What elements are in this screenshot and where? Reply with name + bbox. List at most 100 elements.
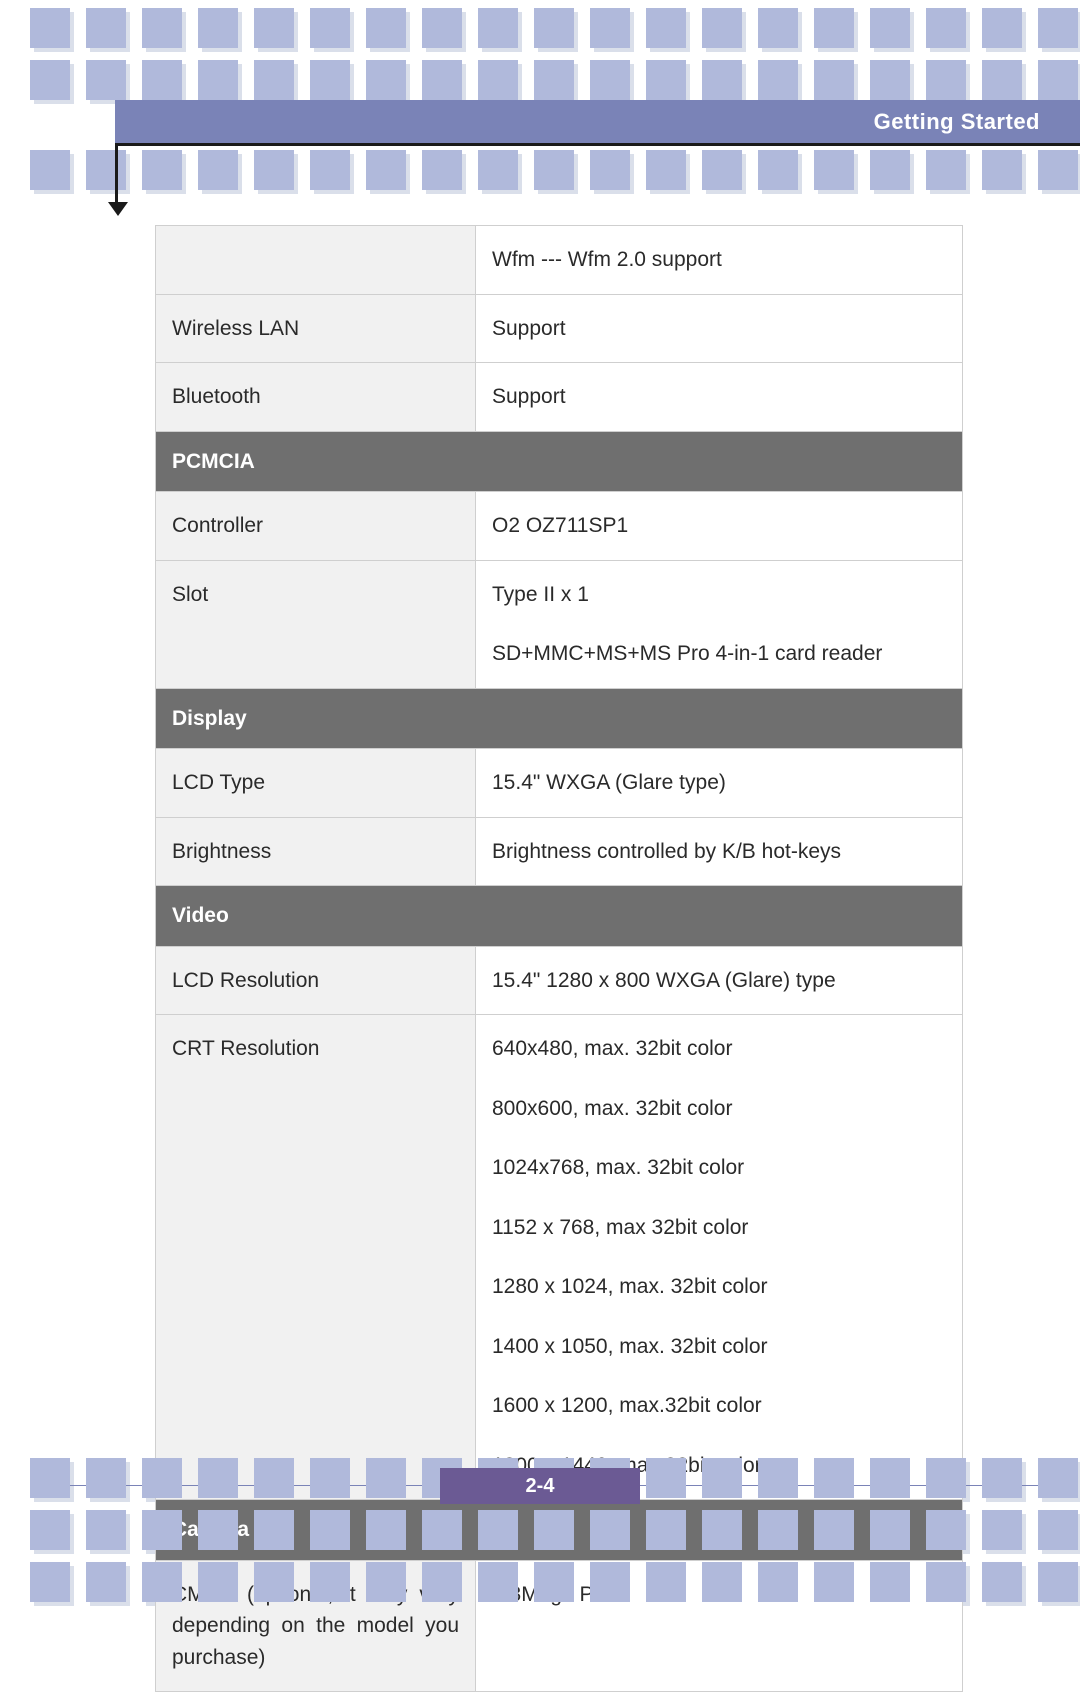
decor-row-top-1	[30, 8, 1050, 48]
table-row: Wireless LANSupport	[156, 294, 963, 363]
decor-square	[982, 150, 1022, 190]
decor-square	[366, 150, 406, 190]
decor-square	[142, 1562, 182, 1602]
table-row: BluetoothSupport	[156, 363, 963, 432]
decor-square	[814, 1510, 854, 1550]
decor-square	[870, 1562, 910, 1602]
decor-square	[1038, 150, 1078, 190]
spec-value: Wfm --- Wfm 2.0 support	[476, 226, 963, 295]
spec-label: Controller	[156, 492, 476, 561]
table-row: Wfm --- Wfm 2.0 support	[156, 226, 963, 295]
section-row: Video	[156, 886, 963, 947]
decor-square	[926, 60, 966, 100]
decor-square	[982, 60, 1022, 100]
spec-value-line: Type II x 1	[492, 579, 946, 611]
section-row: PCMCIA	[156, 431, 963, 492]
decor-row-bot-2	[30, 1510, 1050, 1550]
spec-value: Support	[476, 294, 963, 363]
decor-square	[142, 8, 182, 48]
decor-square	[86, 1458, 126, 1498]
decor-square	[590, 8, 630, 48]
decor-square	[422, 60, 462, 100]
decor-square	[590, 60, 630, 100]
spec-value-line: 1400 x 1050, max. 32bit color	[492, 1331, 946, 1363]
decor-square	[478, 1562, 518, 1602]
spec-value: 15.4" 1280 x 800 WXGA (Glare) type	[476, 946, 963, 1015]
decor-row-top-3	[30, 150, 1050, 190]
decor-square	[646, 8, 686, 48]
decor-square	[310, 8, 350, 48]
decor-square	[198, 1458, 238, 1498]
decor-square	[870, 1510, 910, 1550]
table-row: ControllerO2 OZ711SP1	[156, 492, 963, 561]
decor-square	[814, 1458, 854, 1498]
decor-square	[478, 60, 518, 100]
section-header: PCMCIA	[156, 431, 963, 492]
decor-square	[926, 1562, 966, 1602]
decor-square	[702, 1510, 742, 1550]
spec-label: CRT Resolution	[156, 1015, 476, 1500]
decor-square	[758, 1510, 798, 1550]
spec-value-line: 1152 x 768, max 32bit color	[492, 1212, 946, 1244]
decor-square	[758, 60, 798, 100]
header-title: Getting Started	[874, 109, 1040, 135]
spec-value: Brightness controlled by K/B hot-keys	[476, 817, 963, 886]
decor-square	[758, 150, 798, 190]
decor-square	[926, 1458, 966, 1498]
decor-square	[142, 1510, 182, 1550]
decor-square	[310, 150, 350, 190]
decor-square	[702, 60, 742, 100]
decor-square	[590, 1510, 630, 1550]
table-row: CRT Resolution 640x480, max. 32bit color 8…	[156, 1015, 963, 1500]
spec-value-line: 640x480, max. 32bit color	[492, 1033, 946, 1065]
decor-square	[422, 1562, 462, 1602]
decor-square	[198, 1510, 238, 1550]
decor-square	[646, 1562, 686, 1602]
decor-square	[1038, 1562, 1078, 1602]
decor-square	[254, 1562, 294, 1602]
decor-square	[646, 1458, 686, 1498]
decor-square	[926, 1510, 966, 1550]
decor-square	[86, 60, 126, 100]
spec-label: Wireless LAN	[156, 294, 476, 363]
spec-value-line: 1280 x 1024, max. 32bit color	[492, 1271, 946, 1303]
spec-value-line: SD+MMC+MS+MS Pro 4-in-1 card reader	[492, 638, 946, 670]
page-number: 2-4	[440, 1468, 640, 1504]
decor-square	[142, 150, 182, 190]
decor-square	[534, 60, 574, 100]
decor-square	[310, 60, 350, 100]
section-header: Video	[156, 886, 963, 947]
decor-row-top-2	[30, 60, 1050, 100]
decor-square	[254, 1458, 294, 1498]
decor-square	[982, 1458, 1022, 1498]
spec-value-line: 800x600, max. 32bit color	[492, 1093, 946, 1125]
header-bar: Getting Started	[115, 100, 1080, 146]
decor-square	[86, 150, 126, 190]
decor-square	[534, 1562, 574, 1602]
decor-square	[646, 60, 686, 100]
decor-square	[534, 1510, 574, 1550]
decor-square	[814, 150, 854, 190]
decor-square	[1038, 1458, 1078, 1498]
decor-square	[478, 150, 518, 190]
decor-square	[366, 1458, 406, 1498]
decor-square	[758, 8, 798, 48]
spec-value: 15.4" WXGA (Glare type)	[476, 749, 963, 818]
decor-square	[702, 1458, 742, 1498]
decor-square	[646, 150, 686, 190]
decor-square	[982, 1510, 1022, 1550]
decor-square	[982, 8, 1022, 48]
spec-label: Brightness	[156, 817, 476, 886]
decor-square	[702, 1562, 742, 1602]
decor-square	[366, 60, 406, 100]
decor-square	[30, 1510, 70, 1550]
decor-square	[926, 8, 966, 48]
decor-square	[814, 8, 854, 48]
decor-square	[478, 8, 518, 48]
decor-square	[702, 150, 742, 190]
decor-square	[646, 1510, 686, 1550]
decor-square	[1038, 1510, 1078, 1550]
decor-square	[870, 150, 910, 190]
decor-square	[254, 60, 294, 100]
decor-square	[198, 150, 238, 190]
